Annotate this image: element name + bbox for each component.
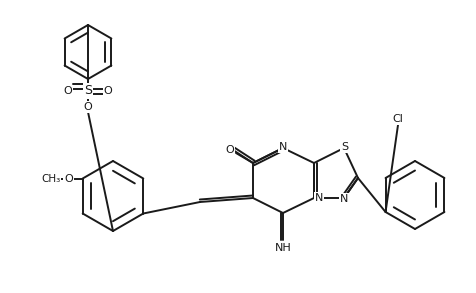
Text: O: O [64,173,73,183]
Text: Cl: Cl [393,114,404,124]
Text: N: N [315,193,323,203]
Text: N: N [279,142,287,152]
Text: S: S [341,142,348,152]
Text: NH: NH [275,243,291,253]
Text: O: O [104,86,112,96]
Text: O: O [84,102,92,112]
Text: O: O [64,86,72,96]
Text: S: S [84,84,92,98]
Text: O: O [226,145,234,155]
Text: N: N [340,194,348,204]
Text: CH₃: CH₃ [41,173,60,183]
